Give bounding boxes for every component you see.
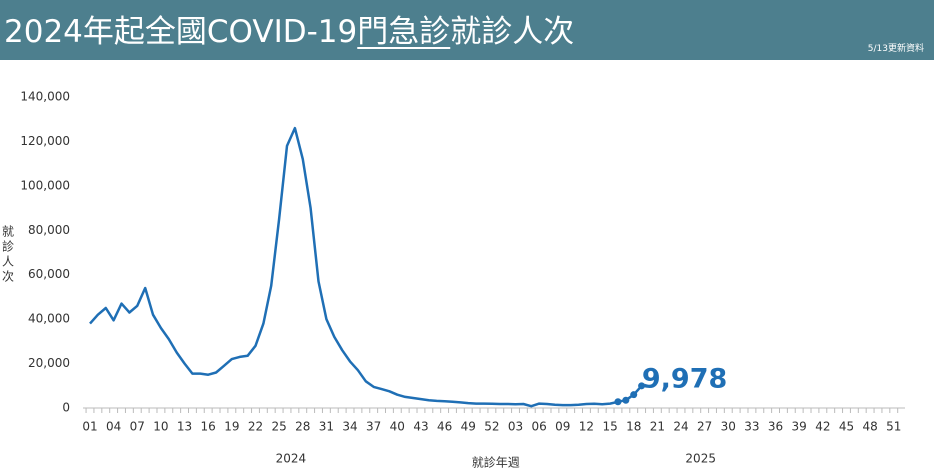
x-tick-label: 12 — [579, 420, 594, 434]
x-tick-label: 24 — [673, 420, 688, 434]
x-tick-label: 39 — [792, 420, 807, 434]
y-tick-label: 40,000 — [28, 312, 70, 326]
x-tick-label: 13 — [177, 420, 192, 434]
y-tick-label: 0 — [62, 401, 70, 415]
x-tick-label: 16 — [201, 420, 216, 434]
x-tick-label: 06 — [532, 420, 547, 434]
point — [614, 398, 622, 406]
y-tick-label: 120,000 — [20, 134, 70, 148]
year-label: 2025 — [685, 452, 716, 466]
y-tick-label: 20,000 — [28, 356, 70, 370]
x-tick-label: 45 — [839, 420, 854, 434]
x-tick-label: 09 — [555, 420, 570, 434]
x-tick-label: 51 — [886, 420, 901, 434]
point — [622, 396, 630, 404]
x-tick-label: 10 — [153, 420, 168, 434]
title-part: 2024年起全國COVID-19 — [4, 14, 358, 50]
point — [630, 391, 638, 399]
x-tick-label: 48 — [862, 420, 877, 434]
x-tick-label: 36 — [768, 420, 783, 434]
title-part: 門急診 — [357, 14, 451, 50]
y-axis-label: 次 — [2, 270, 14, 284]
point — [638, 382, 646, 390]
x-tick-label: 49 — [461, 420, 476, 434]
x-tick-label: 04 — [106, 420, 121, 434]
x-tick-label: 07 — [130, 420, 145, 434]
y-tick-label: 140,000 — [20, 90, 70, 104]
x-tick-label: 25 — [271, 420, 286, 434]
y-axis-label: 就 — [2, 225, 14, 239]
y-axis-label: 人 — [2, 255, 14, 269]
title: 2024年起全國COVID-19門急診就診人次 — [4, 6, 574, 51]
x-tick-label: 40 — [390, 420, 405, 434]
x-tick-label: 21 — [650, 420, 665, 434]
x-tick-label: 27 — [697, 420, 712, 434]
y-tick-label: 60,000 — [28, 267, 70, 281]
y-axis-label: 診 — [2, 239, 14, 254]
x-axis-label: 就診年週 — [472, 455, 520, 470]
line — [89, 126, 643, 408]
x-tick-label: 52 — [484, 420, 499, 434]
y-tick-label: 80,000 — [28, 223, 70, 237]
x-tick-label: 42 — [815, 420, 830, 434]
year-label: 2024 — [276, 452, 307, 466]
x-tick-label: 15 — [602, 420, 617, 434]
x-tick-label: 34 — [342, 420, 357, 434]
x-tick-label: 30 — [721, 420, 736, 434]
x-tick-label: 33 — [744, 420, 759, 434]
y-tick-label: 100,000 — [20, 178, 70, 192]
update-note: 5/13更新資料 — [867, 44, 924, 54]
x-tick-label: 03 — [508, 420, 523, 434]
value-label: 9,978 — [642, 363, 727, 394]
header: 2024年起全國COVID-19門急診就診人次 5/13更新資料 — [0, 0, 934, 60]
x-tick-label: 46 — [437, 420, 452, 434]
x-tick-label: 43 — [413, 420, 428, 434]
x-tick-label: 01 — [82, 420, 97, 434]
x-tick-label: 22 — [248, 420, 263, 434]
title-part: 就診人次 — [450, 14, 575, 50]
chart: 0 20,000 40,000 60,000 80,000 100,000 120,000 1… — [2, 90, 905, 470]
x-tick-label: 31 — [319, 420, 334, 434]
x-tick-label: 19 — [224, 420, 239, 434]
x-tick-label: 28 — [295, 420, 310, 434]
x-tick-label: 18 — [626, 420, 641, 434]
x-tick-label: 37 — [366, 420, 381, 434]
